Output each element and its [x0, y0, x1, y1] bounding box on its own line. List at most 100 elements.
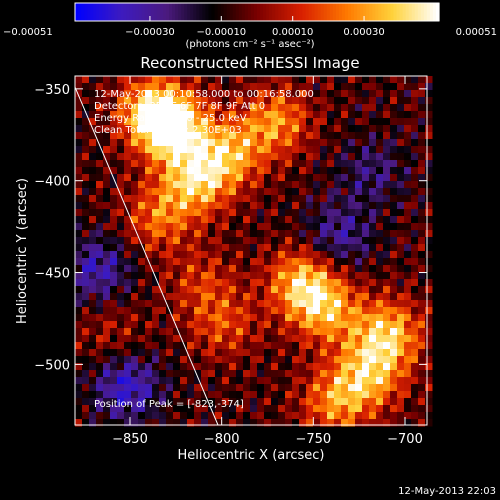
heatmap-pixel	[383, 419, 391, 427]
heatmap-pixel	[285, 342, 293, 350]
heatmap-pixel	[320, 321, 328, 329]
heatmap-pixel	[306, 146, 314, 154]
heatmap-pixel	[383, 258, 391, 266]
y-tick-label: −450	[34, 267, 70, 282]
heatmap-pixel	[173, 209, 181, 217]
heatmap-pixel	[159, 216, 167, 224]
heatmap-pixel	[208, 216, 216, 224]
heatmap-pixel	[264, 181, 272, 189]
heatmap-pixel	[131, 83, 139, 91]
colorbar-segment	[166, 3, 170, 21]
heatmap-pixel	[159, 223, 167, 231]
heatmap-pixel	[110, 342, 118, 350]
heatmap-pixel	[362, 342, 370, 350]
heatmap-pixel	[271, 104, 279, 112]
colorbar-segment	[326, 3, 331, 21]
heatmap-pixel	[257, 181, 265, 189]
heatmap-pixel	[131, 216, 139, 224]
heatmap-pixel	[215, 293, 223, 301]
heatmap-pixel	[425, 111, 433, 119]
heatmap-pixel	[271, 132, 279, 140]
heatmap-pixel	[292, 405, 300, 413]
heatmap-pixel	[348, 391, 356, 399]
heatmap-pixel	[271, 349, 279, 357]
heatmap-pixel	[362, 363, 370, 371]
heatmap-pixel	[362, 258, 370, 266]
heatmap-pixel	[229, 398, 237, 406]
heatmap-pixel	[250, 286, 258, 294]
heatmap-pixel	[215, 342, 223, 350]
heatmap-pixel	[117, 160, 125, 168]
heatmap-pixel	[383, 209, 391, 217]
heatmap-pixel	[180, 307, 188, 315]
heatmap-pixel	[131, 132, 139, 140]
heatmap-pixel	[194, 265, 202, 273]
heatmap-pixel	[383, 202, 391, 210]
heatmap-pixel	[425, 258, 433, 266]
heatmap-pixel	[327, 83, 335, 91]
heatmap-pixel	[425, 90, 433, 98]
heatmap-pixel	[306, 125, 314, 133]
heatmap-pixel	[404, 314, 412, 322]
heatmap-pixel	[292, 125, 300, 133]
heatmap-pixel	[236, 230, 244, 238]
heatmap-pixel	[75, 335, 83, 343]
heatmap-pixel	[117, 237, 125, 245]
heatmap-pixel	[138, 363, 146, 371]
heatmap-pixel	[250, 300, 258, 308]
heatmap-pixel	[173, 300, 181, 308]
heatmap-pixel	[124, 405, 132, 413]
heatmap-pixel	[138, 251, 146, 259]
heatmap-pixel	[89, 251, 97, 259]
heatmap-pixel	[75, 279, 83, 287]
heatmap-pixel	[383, 293, 391, 301]
heatmap-pixel	[390, 244, 398, 252]
heatmap-pixel	[236, 286, 244, 294]
heatmap-pixel	[299, 174, 307, 182]
colorbar-segment	[187, 3, 191, 21]
heatmap-pixel	[376, 125, 384, 133]
heatmap-pixel	[173, 293, 181, 301]
heatmap-pixel	[362, 300, 370, 308]
heatmap-pixel	[96, 370, 104, 378]
colorbar-segment	[299, 3, 304, 21]
heatmap-pixel	[194, 118, 202, 126]
heatmap-pixel	[348, 321, 356, 329]
heatmap-pixel	[425, 419, 433, 427]
heatmap-pixel	[369, 377, 377, 385]
heatmap-pixel	[138, 132, 146, 140]
heatmap-pixel	[362, 391, 370, 399]
heatmap-pixel	[152, 244, 160, 252]
heatmap-pixel	[138, 398, 146, 406]
heatmap-pixel	[187, 391, 195, 399]
heatmap-pixel	[264, 258, 272, 266]
heatmap-pixel	[173, 160, 181, 168]
heatmap-pixel	[75, 349, 83, 357]
heatmap-pixel	[103, 146, 111, 154]
heatmap-pixel	[229, 342, 237, 350]
heatmap-pixel	[173, 335, 181, 343]
heatmap-pixel	[341, 111, 349, 119]
heatmap-pixel	[369, 223, 377, 231]
heatmap-pixel	[327, 286, 335, 294]
heatmap-pixel	[306, 314, 314, 322]
heatmap-pixel	[411, 314, 419, 322]
heatmap-pixel	[138, 146, 146, 154]
heatmap-pixel	[124, 314, 132, 322]
heatmap-pixel	[369, 265, 377, 273]
heatmap-pixel	[89, 216, 97, 224]
heatmap-pixel	[292, 300, 300, 308]
heatmap-pixel	[145, 216, 153, 224]
heatmap-pixel	[96, 202, 104, 210]
heatmap-pixel	[215, 209, 223, 217]
heatmap-pixel	[369, 195, 377, 203]
heatmap-pixel	[418, 195, 426, 203]
heatmap-pixel	[229, 216, 237, 224]
heatmap-pixel	[103, 279, 111, 287]
heatmap-pixel	[173, 272, 181, 280]
heatmap-pixel	[257, 412, 265, 420]
heatmap-pixel	[89, 342, 97, 350]
heatmap-pixel	[236, 104, 244, 112]
heatmap-pixel	[82, 181, 90, 189]
heatmap-pixel	[152, 216, 160, 224]
